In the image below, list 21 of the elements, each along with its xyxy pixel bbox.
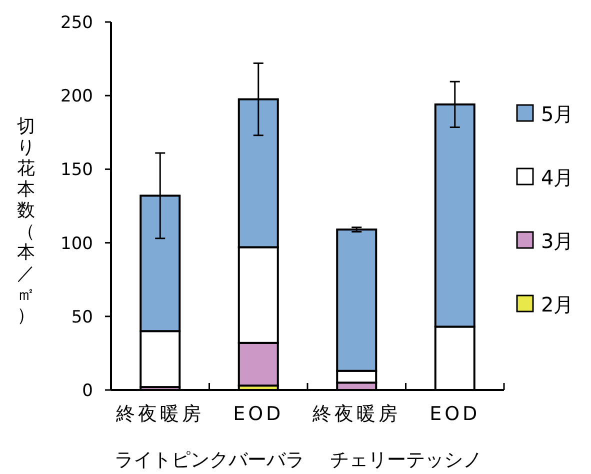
text: ライトピンクバーバラ <box>114 449 304 471</box>
bar <box>336 228 378 372</box>
text: 切り花本数（本／㎡） <box>17 116 35 326</box>
legend-label: 5月 <box>541 102 574 126</box>
legend-label: 3月 <box>541 229 574 253</box>
legend-label: 4月 <box>541 166 574 190</box>
y-tick-label: 50 <box>71 307 93 328</box>
x-tick-label: EOD <box>233 403 284 425</box>
bar <box>140 194 181 332</box>
y-tick-label: 250 <box>60 13 93 33</box>
y-tick-label: 200 <box>60 86 93 107</box>
text: チェリーテッシノ <box>330 449 482 471</box>
x-tick-label: 終夜暖房 <box>312 403 401 425</box>
legend-label: 2月 <box>541 292 574 316</box>
bar <box>434 103 476 328</box>
y-tick-label: 0 <box>82 381 93 401</box>
bar <box>238 98 279 248</box>
x-tick-label: EOD <box>430 403 480 425</box>
y-tick-label: 150 <box>60 160 93 180</box>
x-tick-label: 終夜暖房 <box>115 403 204 425</box>
y-tick-label: 100 <box>60 234 93 254</box>
